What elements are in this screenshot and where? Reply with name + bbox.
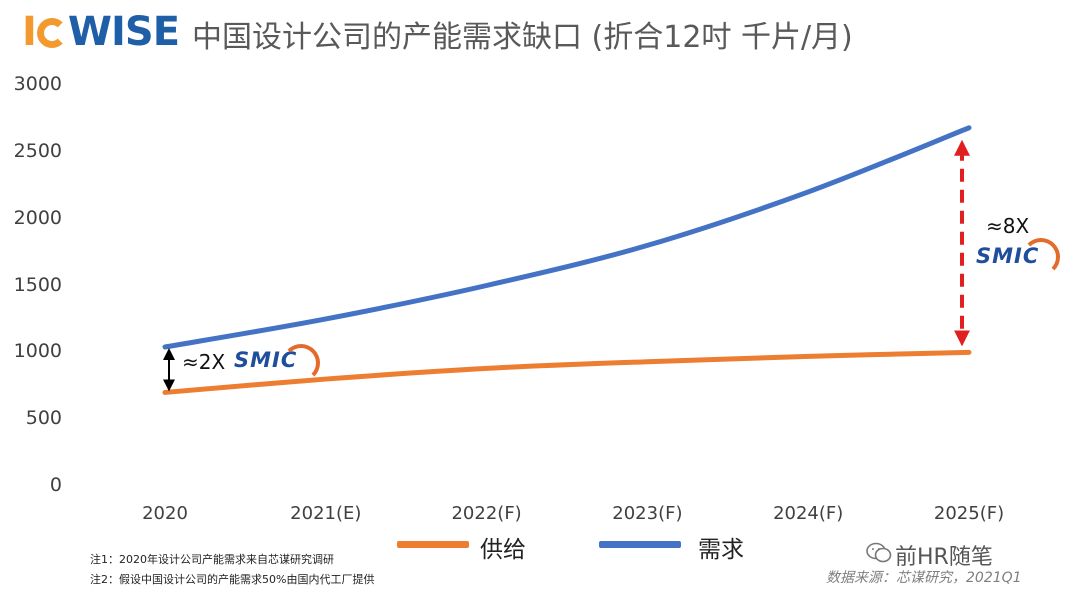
x-tick-label: 2024(F): [773, 503, 844, 524]
logo-c-mark-icon: [36, 18, 67, 48]
x-tick-label: 2020: [142, 503, 188, 524]
y-tick-label: 2000: [13, 206, 62, 229]
icwise-logo: I WISE: [22, 9, 180, 55]
data-source: 数据来源：芯谋研究，2021Q1: [826, 570, 1022, 586]
y-tick-label: 0: [49, 474, 62, 496]
y-tick-label: 1000: [13, 340, 62, 363]
legend-demand-swatch: [599, 541, 681, 548]
note-1: 注1：2020年设计公司产能需求来自芯谋研究调研: [90, 553, 334, 566]
legend-supply-swatch: [397, 541, 469, 548]
legend-supply-label: 供给: [480, 537, 526, 563]
x-tick-label: 2021(E): [290, 503, 362, 524]
logo-ic: I: [22, 9, 37, 55]
demand-series-line: [162, 125, 972, 350]
legend-demand-label: 需求: [698, 537, 744, 563]
x-tick-label: 2025(F): [933, 503, 1005, 524]
y-tick-label: 500: [25, 407, 62, 430]
smic-logo-2025: SMIC: [976, 238, 1060, 276]
watermark-text: 前HR随笔: [895, 545, 993, 570]
gap-2020-label: ≈2X: [182, 350, 226, 374]
gap-2025-label: ≈8X: [986, 214, 1030, 238]
page-title: 中国设计公司的产能需求缺口 (折合12吋 千片/月): [192, 20, 853, 55]
header: I WISE 中国设计公司的产能需求缺口 (折合12吋 千片/月): [0, 0, 1080, 64]
x-tick-label: 2023(F): [612, 503, 683, 524]
y-tick-label: 2500: [13, 139, 62, 162]
smic-logo-2020: SMIC: [234, 344, 320, 382]
smic-swirl-icon: [282, 344, 320, 382]
smic-swirl-icon: [1022, 238, 1060, 276]
y-tick-label: 3000: [13, 73, 62, 95]
y-tick-label: 1500: [13, 273, 62, 296]
wechat-icon: [866, 542, 892, 563]
logo-wise: WISE: [67, 9, 180, 55]
x-tick-label: 2022(F): [451, 503, 522, 524]
note-2: 注2：假设中国设计公司的产能需求50%由国内代工厂提供: [90, 573, 375, 586]
